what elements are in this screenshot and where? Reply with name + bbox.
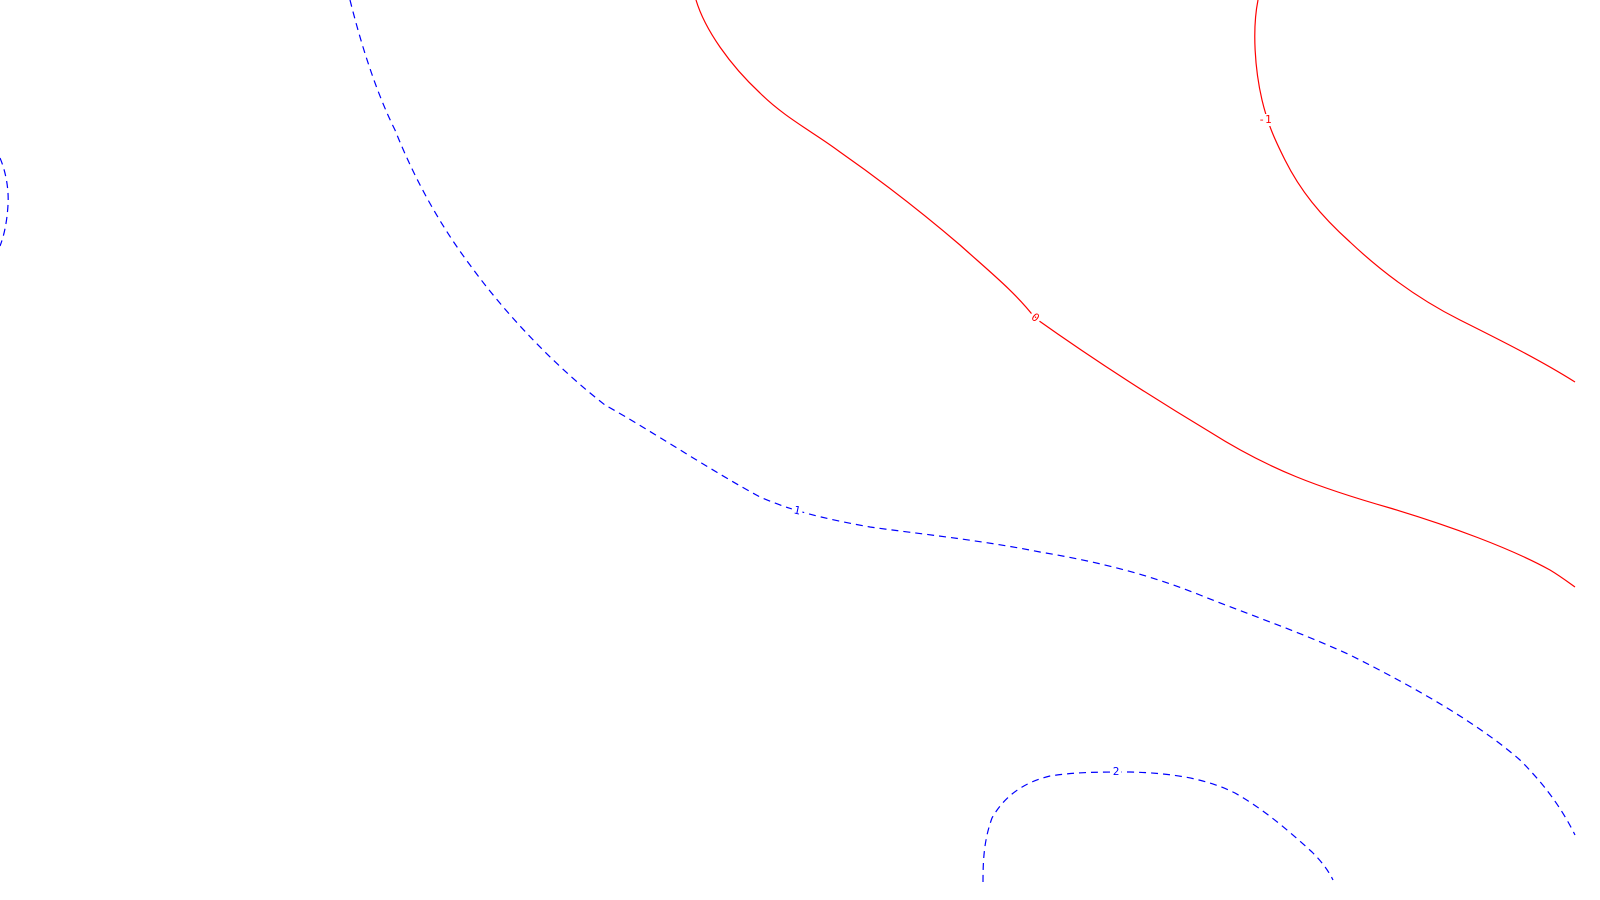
- contour-2-label-group: 2: [1110, 765, 1122, 778]
- contour-2-label: 2: [1113, 765, 1120, 778]
- contour-neg-1-label: -1: [1258, 113, 1271, 126]
- contour-2-line: [982, 771, 1334, 883]
- contour-1-line: [349, 0, 1576, 836]
- contour-1-label-group: 1: [790, 503, 804, 519]
- contour-neg-1-label-background: [1256, 114, 1274, 126]
- contour-lines-layer: [0, 0, 1576, 883]
- contour-0-label-group: 0: [1026, 309, 1044, 327]
- contour-2-label-background: [1110, 766, 1122, 778]
- contour-neg-1-line: [1254, 0, 1576, 383]
- contour-1-label-background: [790, 503, 804, 519]
- contour-labels-layer: 1 2 0 -1: [790, 113, 1274, 778]
- contour-1-label: 1: [793, 503, 802, 517]
- contour-0-label-background: [1026, 309, 1044, 327]
- contour-left-edge-line: [0, 157, 9, 247]
- contour-0-line: [695, 0, 1576, 588]
- contour-neg-1-label-group: -1: [1256, 113, 1274, 126]
